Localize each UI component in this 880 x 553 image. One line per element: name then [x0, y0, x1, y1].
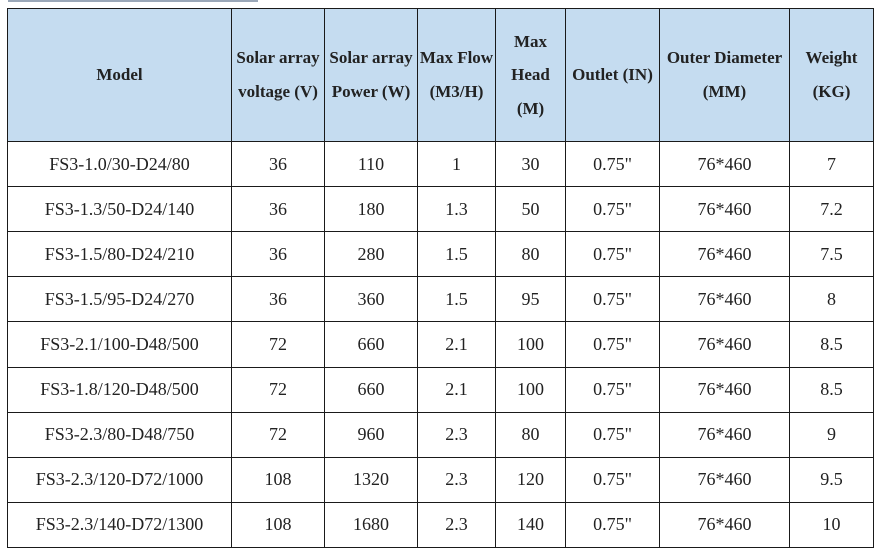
table-row: FS3-2.3/80-D48/750 72 960 2.3 80 0.75" 7… — [7, 411, 874, 458]
cell-diameter: 76*460 — [659, 186, 790, 233]
cell-head: 50 — [495, 186, 566, 233]
cell-outlet: 0.75" — [565, 231, 660, 278]
cell-outlet: 0.75" — [565, 140, 660, 188]
cell-diameter: 76*460 — [659, 411, 790, 458]
cell-head: 80 — [495, 411, 566, 458]
cell-outlet: 0.75" — [565, 501, 660, 549]
cell-head: 140 — [495, 501, 566, 549]
cell-flow: 2.3 — [417, 411, 496, 458]
cell-head: 120 — [495, 456, 566, 503]
table-row: FS3-1.5/95-D24/270 36 360 1.5 95 0.75" 7… — [7, 276, 874, 323]
cell-diameter: 76*460 — [659, 140, 790, 188]
cell-outlet: 0.75" — [565, 366, 660, 413]
cell-outlet: 0.75" — [565, 276, 660, 323]
cell-power: 360 — [324, 276, 418, 323]
cell-head: 30 — [495, 140, 566, 188]
table-row: FS3-2.3/140-D72/1300 108 1680 2.3 140 0.… — [7, 501, 874, 549]
header-solar-voltage: Solar array voltage (V) — [231, 8, 325, 142]
cell-head: 95 — [495, 276, 566, 323]
header-max-head: Max Head (M) — [495, 8, 566, 142]
cell-flow: 1 — [417, 140, 496, 188]
cell-flow: 2.3 — [417, 501, 496, 549]
cell-weight: 8.5 — [789, 366, 874, 413]
cell-head: 100 — [495, 366, 566, 413]
table-row: FS3-1.8/120-D48/500 72 660 2.1 100 0.75"… — [7, 366, 874, 413]
cell-weight: 8 — [789, 276, 874, 323]
cell-flow: 2.1 — [417, 366, 496, 413]
table-row: FS3-1.5/80-D24/210 36 280 1.5 80 0.75" 7… — [7, 231, 874, 278]
header-row: Model Solar array voltage (V) Solar arra… — [7, 8, 874, 142]
top-rule — [8, 0, 258, 2]
cell-voltage: 108 — [231, 456, 325, 503]
cell-power: 280 — [324, 231, 418, 278]
cell-weight: 7.5 — [789, 231, 874, 278]
cell-weight: 9 — [789, 411, 874, 458]
cell-model: FS3-1.5/80-D24/210 — [7, 231, 232, 278]
cell-model: FS3-1.0/30-D24/80 — [7, 140, 232, 188]
header-max-flow: Max Flow (M3/H) — [417, 8, 496, 142]
cell-diameter: 76*460 — [659, 321, 790, 368]
cell-diameter: 76*460 — [659, 501, 790, 549]
cell-diameter: 76*460 — [659, 231, 790, 278]
cell-flow: 1.5 — [417, 276, 496, 323]
cell-voltage: 36 — [231, 276, 325, 323]
cell-outlet: 0.75" — [565, 411, 660, 458]
cell-model: FS3-2.3/80-D48/750 — [7, 411, 232, 458]
cell-flow: 1.5 — [417, 231, 496, 278]
table-row: FS3-1.3/50-D24/140 36 180 1.3 50 0.75" 7… — [7, 186, 874, 233]
cell-power: 1320 — [324, 456, 418, 503]
cell-model: FS3-1.5/95-D24/270 — [7, 276, 232, 323]
cell-model: FS3-2.3/120-D72/1000 — [7, 456, 232, 503]
cell-weight: 8.5 — [789, 321, 874, 368]
cell-outlet: 0.75" — [565, 186, 660, 233]
cell-outlet: 0.75" — [565, 321, 660, 368]
cell-diameter: 76*460 — [659, 276, 790, 323]
header-solar-power: Solar array Power (W) — [324, 8, 418, 142]
cell-head: 80 — [495, 231, 566, 278]
cell-power: 180 — [324, 186, 418, 233]
cell-model: FS3-1.8/120-D48/500 — [7, 366, 232, 413]
cell-weight: 9.5 — [789, 456, 874, 503]
cell-power: 110 — [324, 140, 418, 188]
cell-weight: 7 — [789, 140, 874, 188]
cell-voltage: 72 — [231, 411, 325, 458]
cell-flow: 2.1 — [417, 321, 496, 368]
cell-voltage: 36 — [231, 186, 325, 233]
cell-voltage: 72 — [231, 366, 325, 413]
cell-flow: 1.3 — [417, 186, 496, 233]
cell-diameter: 76*460 — [659, 366, 790, 413]
pump-spec-table: Model Solar array voltage (V) Solar arra… — [7, 8, 874, 549]
cell-model: FS3-1.3/50-D24/140 — [7, 186, 232, 233]
cell-weight: 7.2 — [789, 186, 874, 233]
cell-voltage: 108 — [231, 501, 325, 549]
cell-voltage: 36 — [231, 140, 325, 188]
table-row: FS3-2.1/100-D48/500 72 660 2.1 100 0.75"… — [7, 321, 874, 368]
table-row: FS3-2.3/120-D72/1000 108 1320 2.3 120 0.… — [7, 456, 874, 503]
cell-head: 100 — [495, 321, 566, 368]
cell-model: FS3-2.3/140-D72/1300 — [7, 501, 232, 549]
header-weight: Weight (KG) — [789, 8, 874, 142]
cell-weight: 10 — [789, 501, 874, 549]
cell-power: 1680 — [324, 501, 418, 549]
header-model: Model — [7, 8, 232, 142]
cell-flow: 2.3 — [417, 456, 496, 503]
header-outlet: Outlet (IN) — [565, 8, 660, 142]
cell-voltage: 36 — [231, 231, 325, 278]
cell-power: 660 — [324, 366, 418, 413]
cell-power: 660 — [324, 321, 418, 368]
table-row: FS3-1.0/30-D24/80 36 110 1 30 0.75" 76*4… — [7, 140, 874, 188]
header-outer-diameter: Outer Diameter (MM) — [659, 8, 790, 142]
cell-model: FS3-2.1/100-D48/500 — [7, 321, 232, 368]
cell-diameter: 76*460 — [659, 456, 790, 503]
cell-voltage: 72 — [231, 321, 325, 368]
cell-power: 960 — [324, 411, 418, 458]
cell-outlet: 0.75" — [565, 456, 660, 503]
